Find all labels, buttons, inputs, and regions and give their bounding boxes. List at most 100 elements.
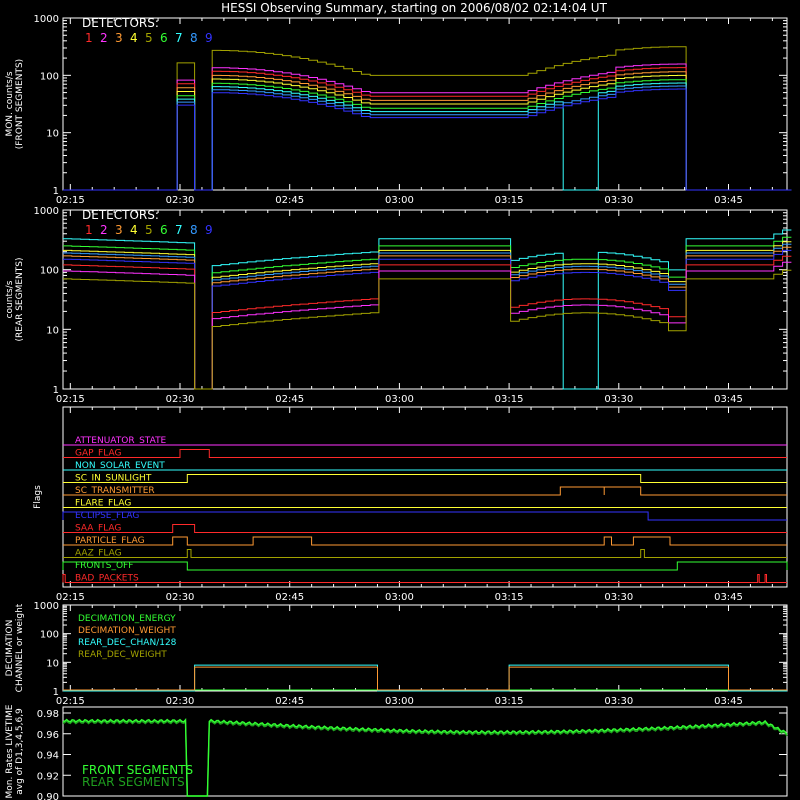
front-y-axis: 1 10 100 1000 bbox=[34, 14, 787, 197]
flag-label: SC_IN_SUNLIGHT bbox=[75, 474, 152, 484]
x-tick-label: 03:45 bbox=[714, 696, 743, 707]
x-tick-label: 03:00 bbox=[385, 696, 414, 707]
x-tick-label: 02:15 bbox=[56, 195, 85, 206]
rear-x-axis: 02:15 02:30 02:45 03:00 03:15 03:30 03:45 bbox=[56, 210, 773, 405]
y-tick-label: 10 bbox=[46, 129, 59, 140]
y-tick-label: 0.92 bbox=[37, 771, 59, 782]
legend-detector-2: 2 bbox=[100, 223, 108, 237]
x-tick-label: 02:15 bbox=[56, 592, 85, 603]
rear-detector-line bbox=[63, 236, 792, 390]
y-tick-label: 100 bbox=[40, 630, 59, 641]
front-detector-line bbox=[63, 71, 792, 191]
legend-detector-5: 5 bbox=[145, 31, 153, 45]
livetime-line bbox=[62, 718, 788, 797]
x-tick-label: 02:30 bbox=[166, 592, 195, 603]
x-tick-label: 02:15 bbox=[56, 394, 85, 405]
legend-detector-8: 8 bbox=[190, 31, 198, 45]
x-tick-label: 02:30 bbox=[166, 195, 195, 206]
flag-line bbox=[63, 549, 787, 558]
flag-line bbox=[62, 561, 788, 571]
legend-detector-6: 6 bbox=[160, 31, 168, 45]
rear-legend: DETECTORS:1 2 3 4 5 6 7 8 9 bbox=[82, 208, 213, 237]
front-detector-line bbox=[63, 67, 792, 191]
legend-detector-5: 5 bbox=[145, 223, 153, 237]
y-tick-label: 10 bbox=[46, 658, 59, 669]
flag-line bbox=[63, 524, 787, 533]
legend-detector-2: 2 bbox=[100, 31, 108, 45]
flag-label: ATTENUATOR_STATE bbox=[75, 436, 167, 446]
decimation-legend-entry: REAR_DEC_WEIGHT bbox=[78, 650, 167, 660]
legend-title: DETECTORS: bbox=[82, 16, 159, 30]
legend-detector-1: 1 bbox=[85, 223, 93, 237]
x-tick-label: 03:15 bbox=[495, 696, 524, 707]
x-tick-label: 02:45 bbox=[275, 195, 304, 206]
x-tick-label: 03:15 bbox=[495, 195, 524, 206]
y-tick-label: 1 bbox=[53, 186, 59, 197]
x-tick-label: 03:00 bbox=[385, 592, 414, 603]
legend-detector-4: 4 bbox=[130, 223, 138, 237]
y-tick-label: 1 bbox=[53, 687, 59, 698]
flag-label: FLARE_FLAG bbox=[75, 499, 131, 509]
rear-series bbox=[63, 229, 792, 390]
y-tick-label: 1000 bbox=[34, 206, 59, 217]
front-legend: DETECTORS:1 2 3 4 5 6 7 8 9 bbox=[82, 16, 213, 45]
flag-line bbox=[62, 511, 787, 521]
livetime-line bbox=[62, 719, 788, 797]
front-detector-line bbox=[63, 46, 792, 191]
x-tick-label: 02:45 bbox=[275, 394, 304, 405]
rear-y-label: counts/s bbox=[5, 280, 15, 318]
front-series bbox=[63, 46, 792, 191]
x-tick-label: 03:30 bbox=[604, 394, 633, 405]
legend-detector-9: 9 bbox=[205, 223, 213, 237]
flags-y-label: Flags bbox=[33, 485, 43, 509]
front-detector-line bbox=[63, 79, 792, 191]
x-tick-label: 03:45 bbox=[714, 195, 743, 206]
y-tick-label: 100 bbox=[40, 71, 59, 82]
rear-y-label: (REAR SEGMENTS) bbox=[15, 257, 25, 341]
livetime-y-label: avg of D1,3,4,5,6,9 bbox=[15, 708, 25, 795]
x-tick-label: 03:30 bbox=[604, 592, 633, 603]
flag-label: GAP_FLAG bbox=[75, 449, 121, 459]
legend-detector-9: 9 bbox=[205, 31, 213, 45]
x-tick-label: 03:00 bbox=[385, 195, 414, 206]
rear-detector-line bbox=[63, 229, 792, 390]
rear-plot-frame bbox=[62, 209, 788, 390]
legend-detector-7: 7 bbox=[175, 31, 183, 45]
decimation-y-label: CHANNEL or weight bbox=[15, 603, 25, 692]
legend-title: DETECTORS: bbox=[82, 208, 159, 222]
flag-label: SAA_FLAG bbox=[75, 524, 121, 534]
y-tick-label: 10 bbox=[46, 325, 59, 336]
livetime-plot-frame bbox=[62, 706, 788, 797]
flags-series: ATTENUATOR_STATE GAP_FLAG NON_SOLAR_EVENT S… bbox=[62, 436, 788, 584]
legend-detector-3: 3 bbox=[115, 31, 123, 45]
flag-label: ECLIPSE_FLAG bbox=[75, 511, 139, 521]
x-tick-label: 02:15 bbox=[56, 696, 85, 707]
flag-label: AAZ_FLAG bbox=[75, 549, 122, 559]
front-y-label: (FRONT SEGMENTS) bbox=[15, 59, 25, 149]
decimation-legend-entry: DECIMATION_ENERGY bbox=[78, 614, 176, 624]
legend-detector-6: 6 bbox=[160, 223, 168, 237]
y-tick-label: 0.90 bbox=[37, 792, 59, 800]
y-tick-label: 0.98 bbox=[37, 709, 59, 720]
x-tick-label: 03:30 bbox=[604, 195, 633, 206]
rear-y-axis: 1 10 100 1000 bbox=[34, 206, 787, 396]
decimation-series: DECIMATION_ENERGY DECIMATION_WEIGHT REAR_D… bbox=[63, 614, 787, 692]
rear-detector-line bbox=[63, 269, 792, 390]
front-detector-line bbox=[63, 85, 792, 191]
flag-line bbox=[63, 474, 787, 483]
legend-detector-7: 7 bbox=[175, 223, 183, 237]
front-plot-frame bbox=[62, 17, 788, 191]
legend-detector-1: 1 bbox=[85, 31, 93, 45]
flags-plot-frame bbox=[62, 406, 788, 588]
figure-title: HESSI Observing Summary, starting on 200… bbox=[221, 1, 607, 15]
decimation-legend-entry: DECIMATION_WEIGHT bbox=[78, 626, 176, 636]
x-tick-label: 03:15 bbox=[495, 394, 524, 405]
livetime-legend-entry: REAR SEGMENTS bbox=[82, 775, 185, 789]
front-y-label: MON. counts/s bbox=[5, 71, 15, 136]
flag-label: SC_TRANSMITTER bbox=[75, 486, 155, 496]
y-tick-label: 100 bbox=[40, 266, 59, 277]
legend-detector-3: 3 bbox=[115, 223, 123, 237]
x-tick-label: 02:45 bbox=[275, 696, 304, 707]
legend-detector-4: 4 bbox=[130, 31, 138, 45]
